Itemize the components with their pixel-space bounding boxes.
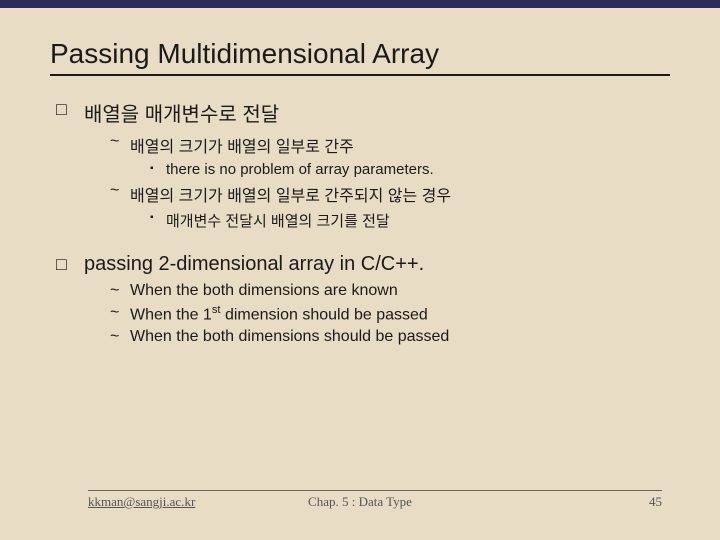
section2-item3: When the both dimensions should be passe… bbox=[56, 328, 670, 346]
footer-page: 45 bbox=[649, 494, 662, 510]
section1-item1-sub: there is no problem of array parameters. bbox=[56, 161, 670, 178]
section1-item2: 배열의 크기가 배열의 일부로 간주되지 않는 경우 bbox=[56, 182, 670, 206]
section1-item2-sub: 매개변수 전달시 배열의 크기를 전달 bbox=[56, 210, 670, 231]
section2-item1: When the both dimensions are known bbox=[56, 282, 670, 300]
top-bar bbox=[0, 0, 720, 8]
section-spacer bbox=[56, 235, 670, 253]
footer-chapter: Chap. 5 : Data Type bbox=[308, 494, 412, 510]
footer: kkman@sangji.ac.kr Chap. 5 : Data Type 4… bbox=[0, 490, 720, 510]
footer-row: kkman@sangji.ac.kr Chap. 5 : Data Type 4… bbox=[50, 494, 670, 510]
section1-item1: 배열의 크기가 배열의 일부로 간주 bbox=[56, 133, 670, 157]
section2-heading: passing 2-dimensional array in C/C++. bbox=[56, 253, 670, 276]
slide-container: Passing Multidimensional Array 배열을 매개변수로… bbox=[0, 8, 720, 346]
slide-title: Passing Multidimensional Array bbox=[50, 38, 670, 76]
footer-email: kkman@sangji.ac.kr bbox=[88, 494, 195, 510]
section2-item2: When the 1st dimension should be passed bbox=[56, 304, 670, 324]
footer-divider bbox=[88, 490, 662, 491]
section1-heading: 배열을 매개변수로 전달 bbox=[56, 98, 670, 127]
slide-content: 배열을 매개변수로 전달 배열의 크기가 배열의 일부로 간주 there is… bbox=[50, 98, 670, 346]
